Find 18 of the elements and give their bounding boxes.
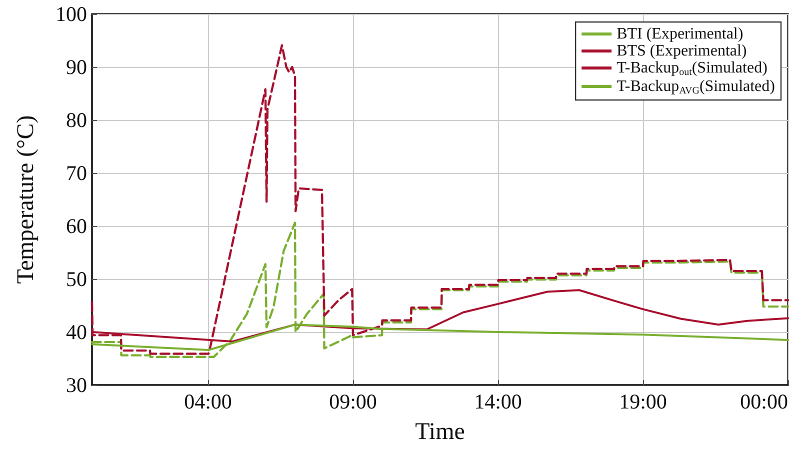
x-axis-title: Time: [415, 419, 465, 445]
legend-label: BTS (Experimental): [616, 42, 747, 60]
y-tick-label: 100: [56, 2, 87, 26]
x-tick-label: 14:00: [474, 390, 522, 414]
y-tick-label: 70: [66, 161, 87, 185]
legend-label: BTI (Experimental): [616, 26, 744, 42]
x-tick-label: 00:00: [740, 390, 788, 414]
line-series: [90, 44, 790, 355]
y-axis-title: Temperature (°C): [13, 115, 39, 284]
y-tick-label: 80: [66, 108, 87, 132]
y-tick-label: 40: [66, 320, 87, 344]
x-tick-label: 09:00: [329, 390, 377, 414]
y-tick-label: 60: [66, 214, 87, 238]
x-tick-label: 04:00: [184, 390, 232, 414]
y-tick-label: 90: [66, 55, 87, 79]
x-tick-label: 19:00: [619, 390, 667, 414]
y-tick-label: 30: [66, 373, 87, 397]
y-tick-label: 50: [66, 267, 87, 291]
